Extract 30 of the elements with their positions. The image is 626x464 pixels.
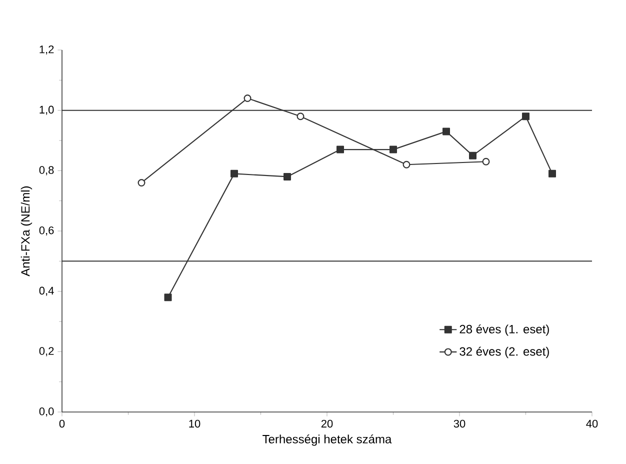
x-axis-title: Terhességi hetek száma [262,434,392,446]
legend-label: 28 éves (1. eset) [460,324,549,336]
point [482,158,490,166]
y-tick-label: 0,6 [39,226,54,236]
y-axis-title: Anti-FXa (NE/ml) [20,186,32,276]
point [522,112,530,120]
legend-label: 32 éves (2. eset) [460,346,549,358]
y-tick-label: 0,4 [39,286,54,296]
x-tick-label: 10 [189,420,200,428]
x-tick-label: 20 [321,420,333,428]
x-tick-label: 0 [59,420,65,428]
x-tick-label: 30 [454,420,466,428]
point [548,170,556,178]
point [164,294,172,302]
point [284,172,292,180]
point [402,160,410,168]
point [244,94,252,102]
point [296,112,304,120]
y-tick-label: 0,0 [39,407,54,417]
point [469,152,477,160]
y-tick-label: 1,0 [40,106,54,115]
y-tick-label: 1,2 [40,45,54,55]
point [442,128,450,136]
point [138,178,146,186]
point [336,146,344,154]
y-tick-label: 0,8 [39,166,54,176]
x-tick-label: 40 [586,420,598,428]
point [390,146,398,154]
point [230,170,238,178]
y-tick-label: 0,2 [39,347,54,356]
